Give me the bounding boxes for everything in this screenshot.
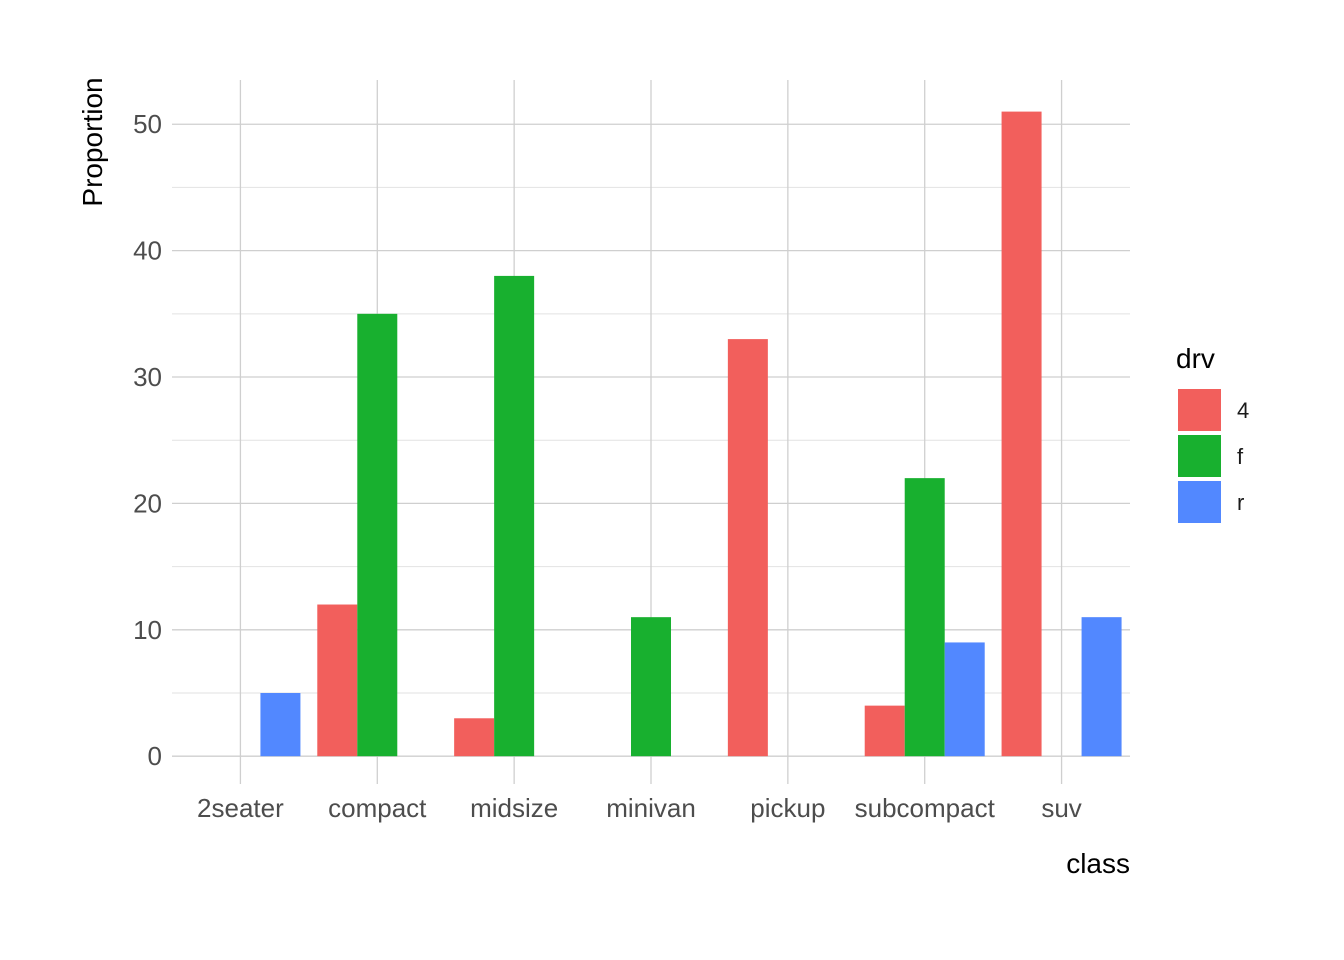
bar-suv-r xyxy=(1081,617,1122,757)
bar-subcompact-r xyxy=(944,642,985,757)
legend-label-f: f xyxy=(1237,444,1244,469)
bar-midsize-f xyxy=(494,275,535,757)
legend-label-4: 4 xyxy=(1237,398,1249,423)
y-tick-label: 30 xyxy=(133,362,162,392)
x-tick-label: 2seater xyxy=(197,793,284,823)
y-tick-label: 20 xyxy=(133,488,162,518)
y-axis-title: Proportion xyxy=(77,77,108,206)
x-tick-label: pickup xyxy=(750,793,825,823)
y-tick-label: 10 xyxy=(133,615,162,645)
y-tick-labels: 0 10 20 30 40 50 xyxy=(133,109,162,771)
bar-midsize-4 xyxy=(454,718,495,757)
x-tick-label: subcompact xyxy=(855,793,996,823)
bar-compact-f xyxy=(357,313,398,757)
x-tick-label: midsize xyxy=(470,793,558,823)
x-tick-labels: 2seater compact midsize minivan pickup subcom… xyxy=(197,793,1082,823)
x-tick-label: minivan xyxy=(606,793,696,823)
bar-subcompact-4 xyxy=(864,705,905,757)
y-tick-label: 0 xyxy=(148,741,162,771)
bar-subcompact-f xyxy=(904,478,945,757)
bar-minivan-f xyxy=(631,617,671,757)
bar-2seater-r xyxy=(260,692,301,757)
legend-title: drv xyxy=(1176,343,1215,374)
y-tick-label: 50 xyxy=(133,109,162,139)
x-tick-label: compact xyxy=(328,793,427,823)
legend: drv 4 fr xyxy=(1176,343,1249,523)
y-tick-label: 40 xyxy=(133,236,162,266)
legend-label-r: r xyxy=(1237,490,1244,515)
x-axis-title: class xyxy=(1066,848,1130,879)
legend-key-f xyxy=(1178,435,1221,477)
x-tick-label: suv xyxy=(1041,793,1081,823)
legend-key-r xyxy=(1178,481,1221,523)
legend-key-4 xyxy=(1178,389,1221,431)
bar-suv-4 xyxy=(1001,111,1042,757)
bar-pickup-4 xyxy=(727,339,768,757)
bar-compact-4 xyxy=(317,604,358,757)
bars xyxy=(260,111,1122,757)
